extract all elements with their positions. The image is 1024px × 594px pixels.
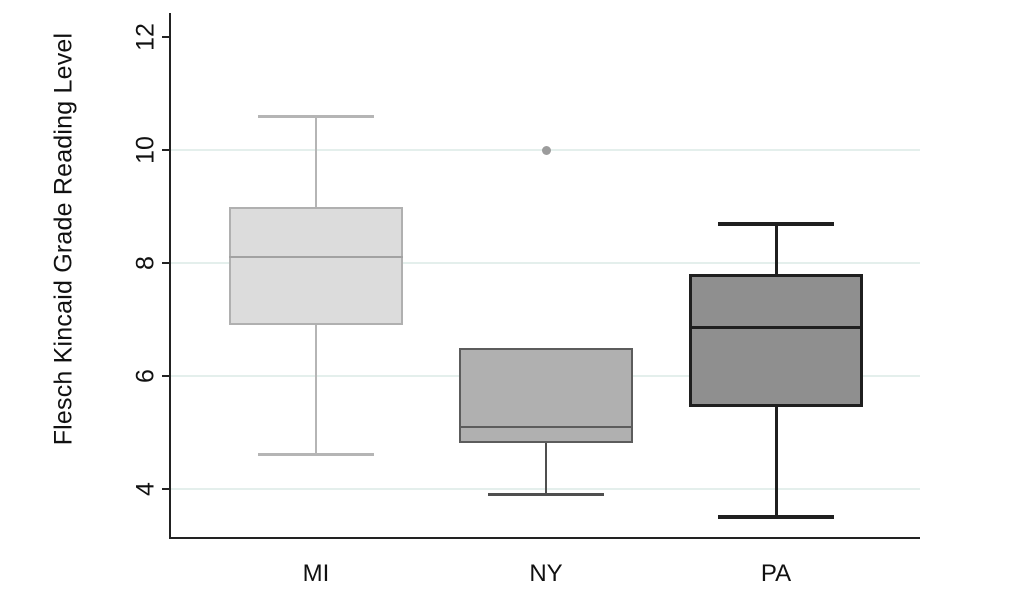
whisker-upper-mi bbox=[315, 116, 317, 207]
x-axis-line bbox=[169, 537, 920, 539]
median-ny bbox=[459, 425, 633, 428]
y-axis-line bbox=[169, 13, 171, 538]
whisker-lower-pa bbox=[774, 406, 778, 517]
whisker-cap-upper-pa bbox=[718, 221, 834, 226]
whisker-lower-ny bbox=[545, 443, 547, 495]
median-pa bbox=[689, 326, 863, 330]
whisker-cap-lower-mi bbox=[258, 453, 374, 457]
y-tick-label: 12 bbox=[131, 23, 160, 52]
whisker-lower-mi bbox=[315, 325, 317, 455]
y-tick bbox=[162, 149, 170, 152]
x-category-label-pa: PA bbox=[760, 560, 792, 587]
whisker-cap-upper-mi bbox=[258, 114, 374, 118]
y-tick-label: 8 bbox=[131, 256, 160, 270]
y-tick bbox=[162, 374, 170, 377]
outlier-point-ny bbox=[541, 145, 551, 155]
median-mi bbox=[229, 256, 403, 259]
y-tick bbox=[162, 487, 170, 490]
box-mi bbox=[229, 206, 403, 326]
whisker-upper-pa bbox=[774, 223, 778, 275]
box-ny bbox=[459, 347, 633, 444]
whisker-cap-lower-ny bbox=[488, 492, 604, 496]
box-pa bbox=[689, 274, 863, 407]
x-category-label-ny: NY bbox=[529, 560, 563, 587]
y-gridline bbox=[170, 262, 920, 264]
y-tick-label: 4 bbox=[131, 481, 160, 496]
x-category-label-mi: MI bbox=[302, 560, 330, 587]
y-tick-label: 6 bbox=[131, 368, 160, 383]
y-tick-label: 10 bbox=[131, 136, 160, 165]
y-tick bbox=[162, 36, 170, 39]
whisker-cap-lower-pa bbox=[718, 514, 834, 519]
y-tick bbox=[162, 262, 170, 264]
